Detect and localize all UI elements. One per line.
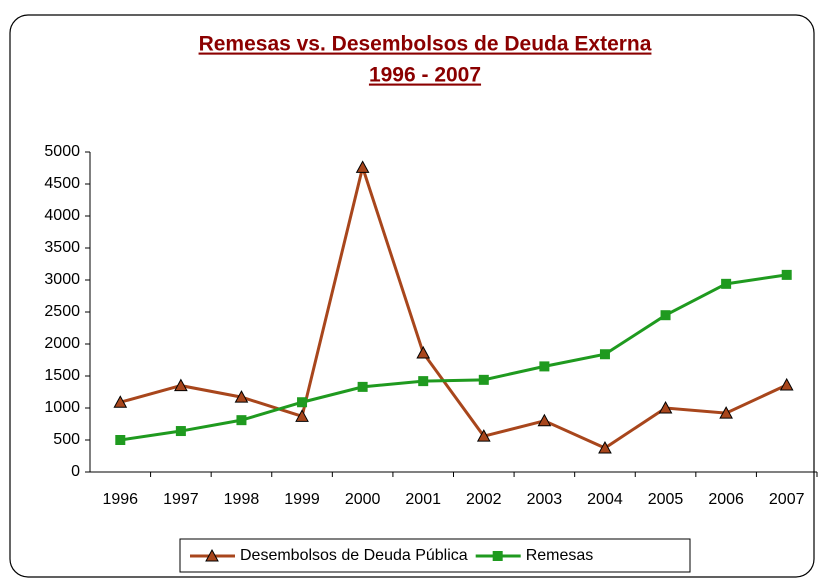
- data-point: [779, 377, 794, 391]
- legend-label: Remesas: [526, 547, 594, 564]
- legend-box: [179, 538, 691, 573]
- data-point: [476, 429, 491, 442]
- data-point: [357, 381, 368, 392]
- x-tick-label: 2000: [345, 491, 381, 508]
- legend-marker: [492, 551, 503, 561]
- data-point: [236, 415, 247, 426]
- y-tick-label: 0: [71, 463, 80, 480]
- y-tick-label: 3000: [44, 271, 80, 288]
- x-tick-label: 2006: [708, 491, 744, 508]
- data-point: [297, 397, 308, 408]
- data-point: [174, 378, 188, 392]
- data-point: [719, 406, 733, 419]
- x-tick-label: 1998: [224, 491, 260, 508]
- data-point: [598, 440, 612, 454]
- legend-marker: [205, 548, 219, 562]
- y-tick-label: 3500: [44, 239, 80, 256]
- data-point: [599, 349, 610, 360]
- x-tick-label: 2004: [587, 491, 623, 508]
- data-point: [721, 278, 732, 289]
- y-tick-label: 4500: [44, 175, 80, 192]
- data-point: [115, 435, 126, 445]
- series-line: [120, 273, 787, 442]
- data-point: [478, 374, 489, 385]
- y-tick-label: 1000: [44, 399, 80, 416]
- chart-title: Remesas vs. Desembolsos de Deuda Externa: [199, 33, 652, 56]
- x-tick-label: 2001: [405, 491, 441, 508]
- x-tick-label: 1997: [163, 491, 199, 508]
- y-tick-label: 500: [53, 431, 80, 448]
- x-tick-label: 2002: [466, 491, 502, 508]
- legend-label: Desembolsos de Deuda Pública: [240, 547, 468, 564]
- y-tick-label: 2500: [44, 303, 80, 320]
- data-point: [175, 426, 186, 437]
- data-point: [539, 361, 550, 372]
- x-tick-label: 2007: [769, 491, 805, 508]
- y-tick-label: 1500: [44, 367, 80, 384]
- data-point: [658, 400, 673, 414]
- y-tick-label: 5000: [44, 143, 80, 160]
- data-point: [295, 409, 309, 422]
- data-point: [113, 395, 128, 408]
- chart-subtitle: 1996 - 2007: [369, 64, 481, 87]
- data-point: [537, 413, 552, 427]
- data-point: [781, 269, 792, 280]
- x-tick-label: 1999: [284, 491, 320, 508]
- y-tick-label: 4000: [44, 207, 80, 224]
- series-line: [119, 161, 788, 450]
- data-point: [234, 390, 249, 403]
- y-tick-label: 2000: [44, 335, 80, 352]
- x-tick-label: 2005: [648, 491, 684, 508]
- x-tick-label: 2003: [527, 491, 563, 508]
- data-point: [355, 160, 370, 173]
- x-tick-label: 1996: [102, 491, 138, 508]
- chart-frame: [9, 14, 815, 578]
- data-point: [416, 345, 431, 359]
- data-point: [418, 376, 429, 387]
- data-point: [660, 310, 671, 321]
